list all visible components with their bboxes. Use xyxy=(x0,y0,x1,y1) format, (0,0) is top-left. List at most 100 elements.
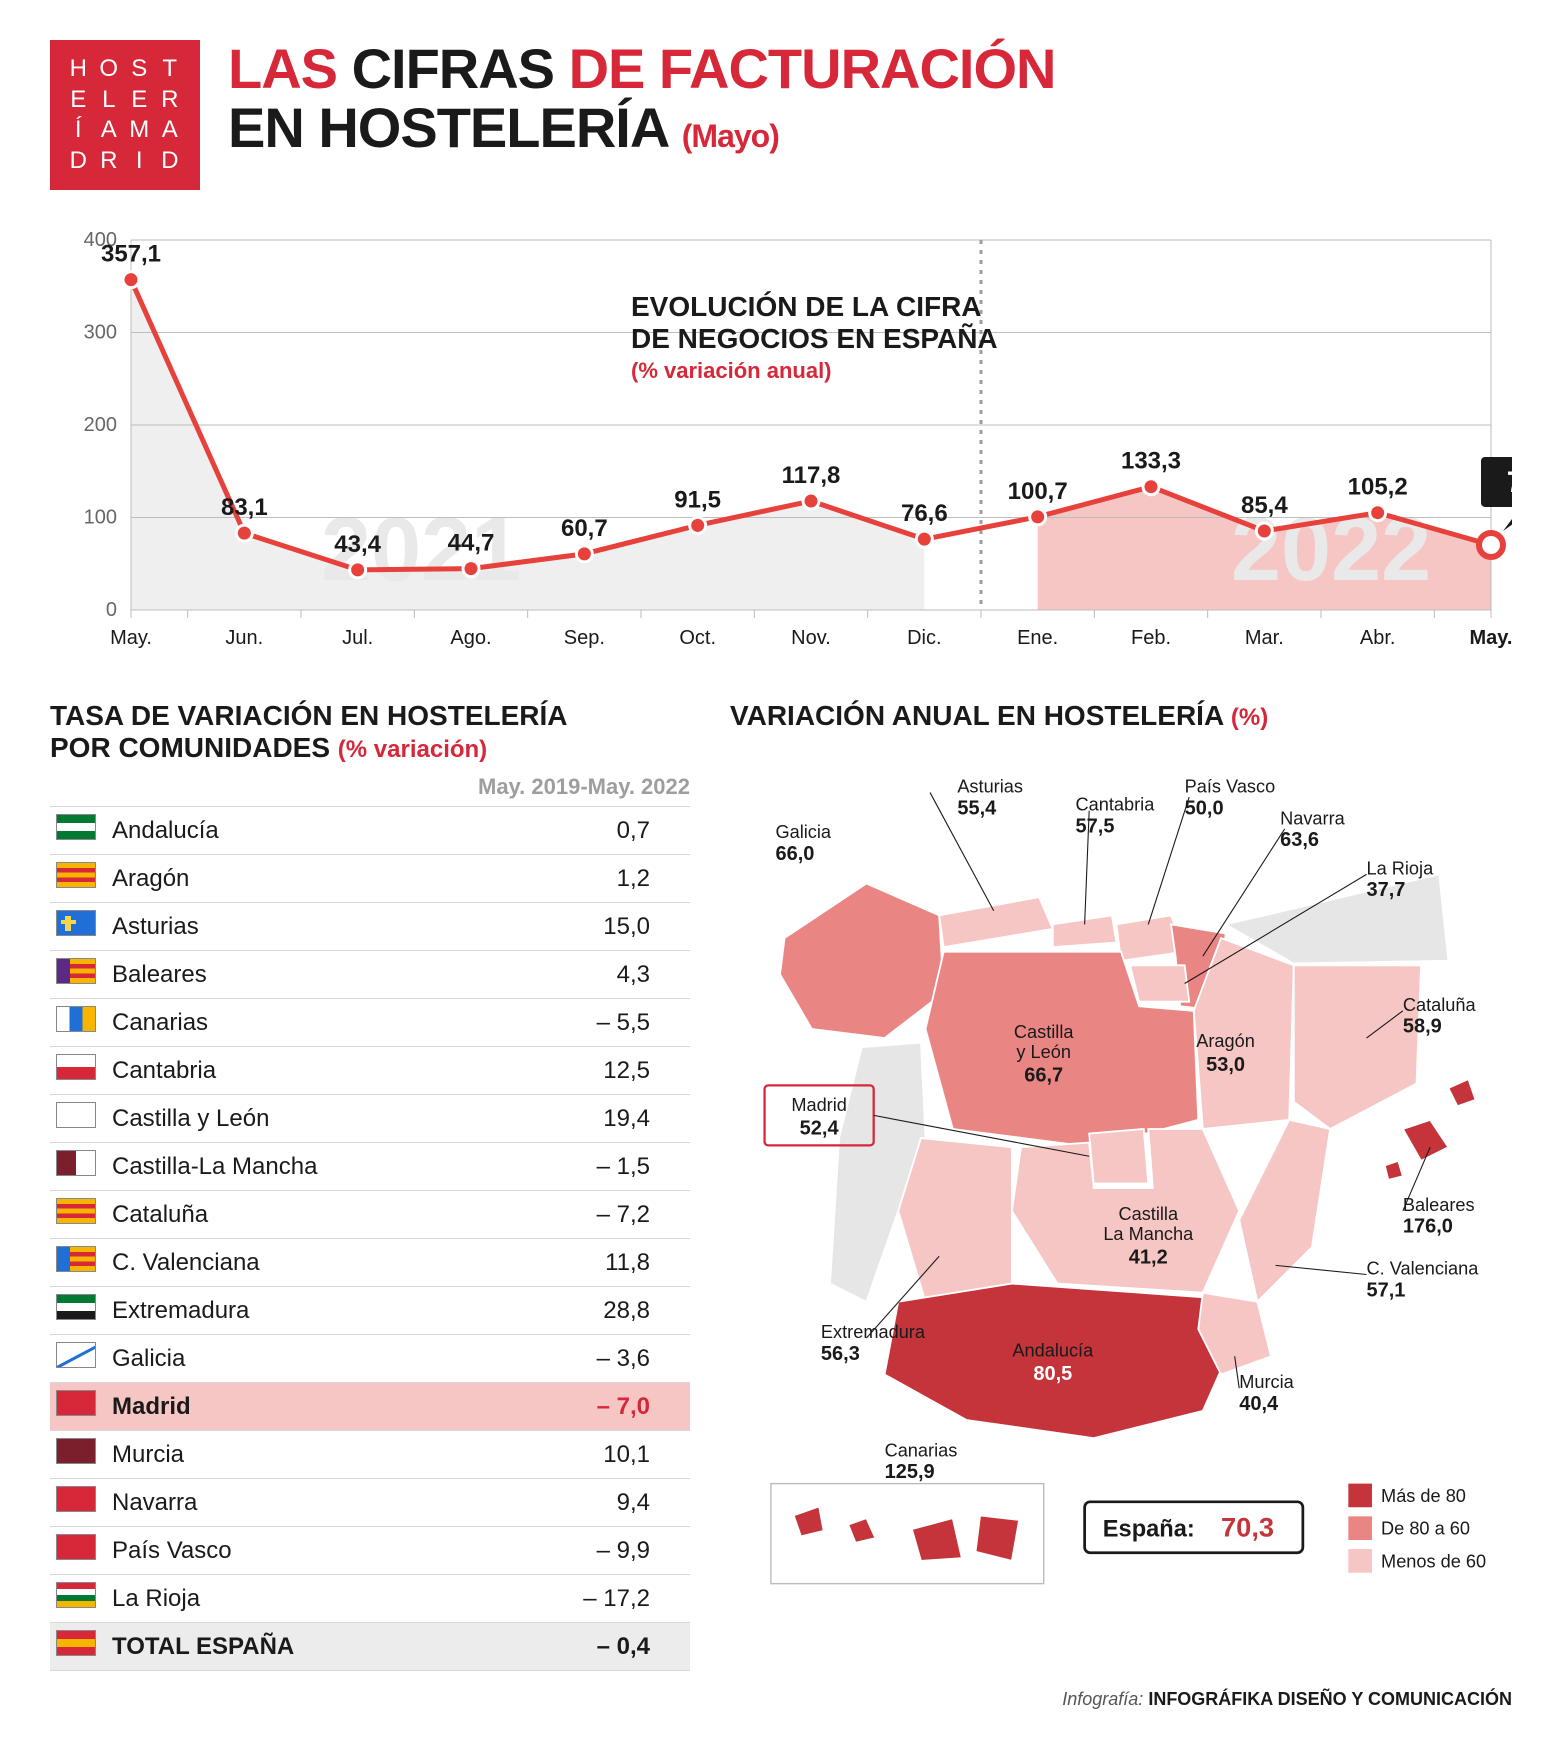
region-value: 28,8 xyxy=(491,1287,690,1335)
region-flag-icon xyxy=(56,1390,96,1416)
table-row: Aragón1,2 xyxy=(50,855,690,903)
svg-text:Asturias: Asturias xyxy=(957,777,1023,797)
logo-letter: E xyxy=(125,85,156,116)
svg-text:100: 100 xyxy=(84,507,117,529)
table-title1: TASA DE VARIACIÓN EN HOSTELERÍA xyxy=(50,700,568,731)
map-region-canarias xyxy=(794,1507,1020,1562)
svg-text:91,5: 91,5 xyxy=(674,486,721,513)
svg-text:Navarra: Navarra xyxy=(1280,809,1346,829)
table-row: Castilla-La Mancha– 1,5 xyxy=(50,1143,690,1191)
table-row: Asturias15,0 xyxy=(50,903,690,951)
region-flag-icon xyxy=(56,1006,96,1032)
logo-letter: D xyxy=(64,146,95,177)
flag-cell xyxy=(50,1047,106,1095)
svg-text:57,1: 57,1 xyxy=(1367,1279,1406,1301)
region-flag-icon xyxy=(56,1582,96,1608)
svg-text:Galicia: Galicia xyxy=(775,822,831,842)
logo: HOSTELERÍAMADRID xyxy=(50,40,200,190)
region-value: – 5,5 xyxy=(491,999,690,1047)
table-row: Andalucía0,7 xyxy=(50,807,690,855)
svg-text:41,2: 41,2 xyxy=(1129,1247,1168,1269)
credit-name: INFOGRÁFIKA DISEÑO Y COMUNICACIÓN xyxy=(1148,1689,1512,1709)
region-name: C. Valenciana xyxy=(106,1239,491,1287)
region-value: 19,4 xyxy=(491,1095,690,1143)
region-flag-icon xyxy=(56,814,96,840)
svg-text:357,1: 357,1 xyxy=(101,241,161,268)
svg-text:Madrid: Madrid xyxy=(791,1095,847,1115)
svg-text:Canarias: Canarias xyxy=(885,1441,958,1461)
flag-cell xyxy=(50,1431,106,1479)
regions-table: Andalucía0,7Aragón1,2Asturias15,0Baleare… xyxy=(50,806,690,1671)
svg-text:Castilla: Castilla xyxy=(1118,1204,1178,1224)
spain-map: Galicia66,0Asturias55,4Cantabria57,5País… xyxy=(730,738,1512,1602)
svg-text:52,4: 52,4 xyxy=(800,1118,840,1140)
region-value: 10,1 xyxy=(491,1431,690,1479)
region-flag-icon xyxy=(56,1198,96,1224)
header: HOSTELERÍAMADRID LAS CIFRAS DE FACTURACI… xyxy=(50,40,1512,190)
svg-text:País Vasco: País Vasco xyxy=(1185,777,1276,797)
region-value: 9,4 xyxy=(491,1479,690,1527)
map-region-galicia xyxy=(780,884,944,1039)
table-row: Baleares4,3 xyxy=(50,951,690,999)
svg-text:133,3: 133,3 xyxy=(1121,448,1181,475)
map-region-catalu-a xyxy=(1294,966,1421,1130)
svg-text:Jun.: Jun. xyxy=(225,627,263,649)
region-flag-icon xyxy=(56,1054,96,1080)
flag-cell xyxy=(50,1287,106,1335)
logo-letter: Í xyxy=(64,115,95,146)
table-row: Cataluña– 7,2 xyxy=(50,1191,690,1239)
map-title-sub: (%) xyxy=(1231,704,1268,731)
flag-cell xyxy=(50,903,106,951)
svg-text:Ene.: Ene. xyxy=(1017,627,1058,649)
svg-text:0: 0 xyxy=(106,599,117,621)
svg-text:Jul.: Jul. xyxy=(342,627,373,649)
table-row: Castilla y León19,4 xyxy=(50,1095,690,1143)
svg-text:DE NEGOCIOS EN ESPAÑA: DE NEGOCIOS EN ESPAÑA xyxy=(631,323,998,354)
svg-text:50,0: 50,0 xyxy=(1185,798,1224,820)
region-flag-icon xyxy=(56,1630,96,1656)
table-period: May. 2019-May. 2022 xyxy=(50,774,690,800)
table-row: Extremadura28,8 xyxy=(50,1287,690,1335)
svg-text:105,2: 105,2 xyxy=(1348,474,1408,501)
svg-text:53,0: 53,0 xyxy=(1206,1054,1245,1076)
flag-cell xyxy=(50,1239,106,1287)
svg-text:56,3: 56,3 xyxy=(821,1343,860,1365)
region-value: 4,3 xyxy=(491,951,690,999)
region-value: – 9,9 xyxy=(491,1527,690,1575)
svg-text:Cantabria: Cantabria xyxy=(1076,795,1156,815)
region-name: Madrid xyxy=(106,1383,491,1431)
flag-cell xyxy=(50,855,106,903)
region-name: Canarias xyxy=(106,999,491,1047)
flag-cell xyxy=(50,1623,106,1671)
svg-text:May.: May. xyxy=(110,627,152,649)
svg-text:58,9: 58,9 xyxy=(1403,1016,1442,1038)
flag-cell xyxy=(50,1095,106,1143)
svg-text:C. Valenciana: C. Valenciana xyxy=(1367,1259,1480,1279)
svg-text:Castilla: Castilla xyxy=(1014,1022,1074,1042)
svg-text:May.: May. xyxy=(1470,627,1512,649)
logo-letter: M xyxy=(125,115,156,146)
region-name: La Rioja xyxy=(106,1575,491,1623)
svg-text:Baleares: Baleares xyxy=(1403,1195,1475,1215)
region-flag-icon xyxy=(56,1246,96,1272)
svg-text:Cataluña: Cataluña xyxy=(1403,995,1477,1015)
svg-text:57,5: 57,5 xyxy=(1076,816,1115,838)
map-region-c-valenciana xyxy=(1239,1120,1330,1302)
region-value: – 17,2 xyxy=(491,1575,690,1623)
table-row: Galicia– 3,6 xyxy=(50,1335,690,1383)
svg-text:Ago.: Ago. xyxy=(450,627,491,649)
title-w2: CIFRAS xyxy=(352,37,569,100)
credit-line: Infografía: INFOGRÁFIKA DISEÑO Y COMUNIC… xyxy=(50,1689,1512,1710)
region-value: 11,8 xyxy=(491,1239,690,1287)
region-flag-icon xyxy=(56,1534,96,1560)
title-line2a: EN HOSTELERÍA xyxy=(228,96,682,159)
svg-text:Más de 80: Más de 80 xyxy=(1381,1486,1466,1506)
region-value: 12,5 xyxy=(491,1047,690,1095)
svg-text:La Mancha: La Mancha xyxy=(1103,1224,1194,1244)
svg-text:70,3: 70,3 xyxy=(1507,466,1512,499)
region-value: 0,7 xyxy=(491,807,690,855)
line-chart-svg: 202120220100200300400May.Jun.Jul.Ago.Sep… xyxy=(50,220,1512,680)
svg-text:Extremadura: Extremadura xyxy=(821,1322,926,1342)
svg-text:100,7: 100,7 xyxy=(1008,478,1068,505)
flag-cell xyxy=(50,1479,106,1527)
